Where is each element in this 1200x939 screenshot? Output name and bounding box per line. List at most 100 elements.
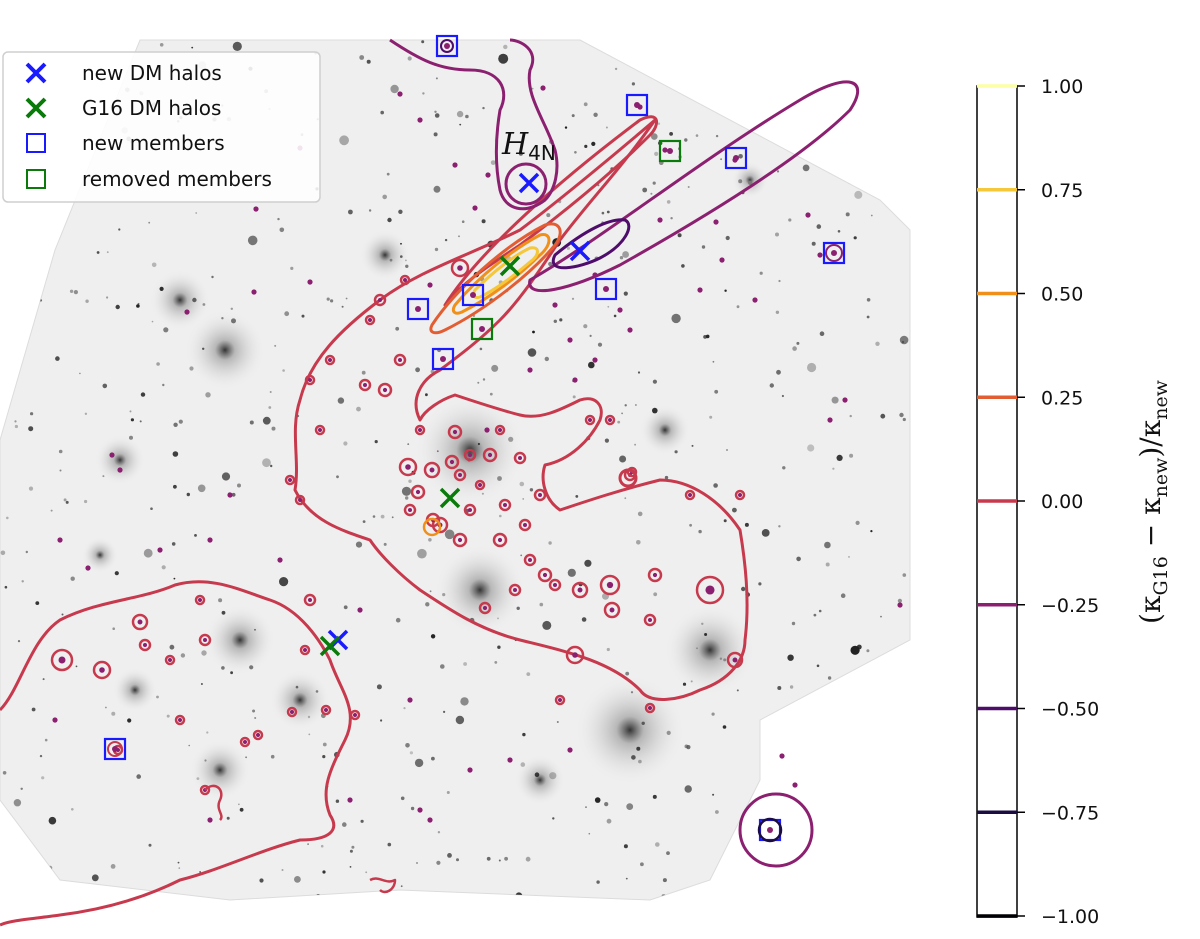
faint-source xyxy=(442,593,446,597)
faint-source xyxy=(772,897,777,900)
faint-source xyxy=(681,264,685,268)
member-contour xyxy=(463,503,477,517)
faint-source xyxy=(365,871,368,874)
member-core xyxy=(487,452,493,458)
faint-source xyxy=(177,861,180,864)
bright-galaxy xyxy=(732,162,768,198)
faint-source xyxy=(106,251,109,254)
faint-source xyxy=(811,241,816,246)
legend-item-new-dm-halos: new DM halos xyxy=(25,61,222,85)
faint-source xyxy=(792,346,797,351)
member-contour xyxy=(565,645,585,665)
faint-source xyxy=(548,541,552,545)
member-core xyxy=(479,326,485,332)
faint-source xyxy=(866,315,870,319)
faint-source xyxy=(553,319,557,323)
faint-source xyxy=(63,498,67,502)
faint-source xyxy=(498,53,509,64)
member-contour xyxy=(50,648,74,672)
faint-source xyxy=(775,232,779,237)
bright-galaxy xyxy=(360,230,410,280)
faint-source xyxy=(736,305,740,309)
faint-source xyxy=(481,219,486,224)
member-core xyxy=(307,279,313,285)
faint-source xyxy=(84,412,88,415)
faint-source xyxy=(821,91,831,102)
member-core xyxy=(207,817,213,823)
member-contour xyxy=(508,583,522,597)
faint-source xyxy=(151,320,154,323)
faint-source xyxy=(797,705,802,711)
faint-source xyxy=(687,186,690,188)
faint-source xyxy=(434,247,439,252)
faint-source xyxy=(821,781,826,786)
faint-source xyxy=(259,878,264,883)
faint-source xyxy=(859,73,862,76)
faint-source xyxy=(206,731,209,734)
faint-source xyxy=(456,110,464,118)
faint-source xyxy=(714,389,719,394)
faint-source xyxy=(796,556,801,562)
faint-source xyxy=(386,172,390,176)
faint-source xyxy=(196,777,200,780)
faint-source xyxy=(6,894,9,897)
faint-source xyxy=(880,413,886,419)
member-contour xyxy=(377,382,393,398)
faint-source xyxy=(497,476,502,481)
faint-source xyxy=(899,335,909,345)
square-marker-icon xyxy=(26,133,46,153)
faint-source xyxy=(294,876,301,883)
faint-source xyxy=(254,717,257,719)
new-member-marker xyxy=(461,283,485,307)
faint-source xyxy=(723,658,727,662)
faint-source xyxy=(520,762,526,767)
faint-source xyxy=(129,410,132,413)
member-core xyxy=(427,282,433,288)
member-contour xyxy=(349,709,361,721)
faint-source xyxy=(270,464,273,468)
faint-source xyxy=(686,745,691,750)
member-core xyxy=(85,565,91,571)
member-core xyxy=(429,467,435,473)
faint-source xyxy=(221,610,226,615)
faint-source xyxy=(861,820,864,823)
faint-source xyxy=(307,715,311,719)
faint-source xyxy=(825,822,830,827)
colorbar-tick-label: −0.75 xyxy=(1041,802,1099,824)
faint-source xyxy=(522,498,524,500)
faint-source xyxy=(808,134,812,138)
faint-source xyxy=(730,64,735,68)
faint-source xyxy=(48,816,57,825)
faint-source xyxy=(171,542,176,546)
faint-source xyxy=(35,601,40,605)
faint-source xyxy=(813,613,817,617)
faint-source xyxy=(641,721,645,725)
marker-layer xyxy=(103,34,846,843)
member-core xyxy=(538,493,542,497)
faint-source xyxy=(106,296,109,299)
legend-item-new-members: new members xyxy=(26,131,225,155)
contour-zero-ne xyxy=(443,115,658,307)
faint-source xyxy=(759,271,763,275)
faint-source xyxy=(330,299,334,303)
faint-source xyxy=(434,113,440,118)
member-core xyxy=(324,708,328,712)
member-core xyxy=(449,459,455,465)
faint-source xyxy=(880,733,884,736)
faint-source xyxy=(336,475,339,479)
member-core xyxy=(318,428,322,432)
faint-source xyxy=(307,843,309,845)
faint-source xyxy=(601,211,605,215)
faint-source xyxy=(398,209,403,214)
faint-source xyxy=(715,134,719,138)
faint-source xyxy=(249,420,254,425)
faint-source xyxy=(850,645,860,655)
member-core xyxy=(567,747,573,753)
faint-source xyxy=(666,200,671,204)
faint-source xyxy=(787,654,794,661)
faint-source xyxy=(281,869,284,871)
faint-source xyxy=(689,523,692,527)
faint-source xyxy=(316,894,321,898)
faint-source xyxy=(701,245,706,249)
